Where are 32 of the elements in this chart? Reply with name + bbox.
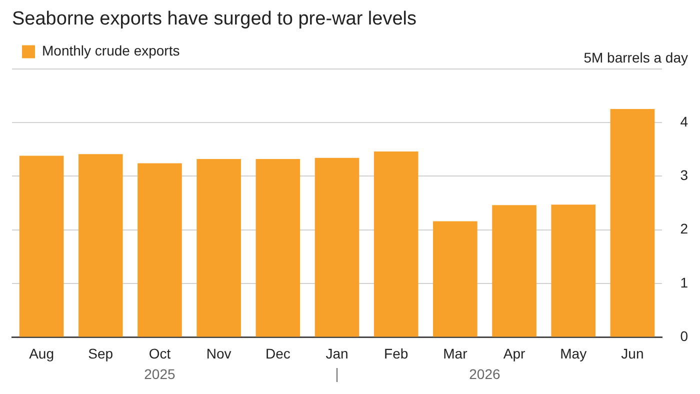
bar	[256, 158, 300, 337]
x-tick-label: Aug	[29, 345, 54, 362]
x-tick-label: Dec	[265, 345, 290, 362]
legend-label: Monthly crude exports	[42, 42, 180, 59]
y-tick-label: 4	[680, 113, 688, 130]
x-tick-label: Feb	[384, 345, 408, 362]
x-tick-label: Jun	[621, 345, 644, 362]
text: 2026	[469, 366, 501, 382]
bar	[196, 158, 241, 337]
x-tick-label: Sep	[88, 345, 114, 362]
bar	[492, 205, 536, 337]
x-tick-label: Nov	[206, 345, 232, 362]
chart-title: Seaborne exports have surged to pre-war levels	[12, 8, 417, 30]
bar	[138, 163, 182, 337]
y-tick-label: 1	[680, 274, 688, 290]
bar	[314, 158, 360, 337]
y-tick-label: 3	[680, 167, 688, 184]
bar	[78, 154, 123, 337]
bar	[374, 151, 418, 337]
x-tick-label: Apr	[503, 345, 526, 362]
x-tick-label: Oct	[148, 345, 171, 362]
x-tick-label: May	[560, 345, 587, 362]
x-tick-label: Mar	[443, 345, 468, 362]
bar	[610, 109, 655, 337]
x-tick-label: Jan	[326, 345, 348, 362]
bar	[433, 221, 478, 337]
y-tick-label: 5M barrels a day	[584, 50, 688, 66]
text: 2025	[144, 366, 176, 382]
y-tick-label: 0	[680, 328, 688, 344]
bar	[551, 204, 596, 337]
y-tick-label: 2	[680, 220, 688, 237]
bar	[19, 156, 64, 337]
